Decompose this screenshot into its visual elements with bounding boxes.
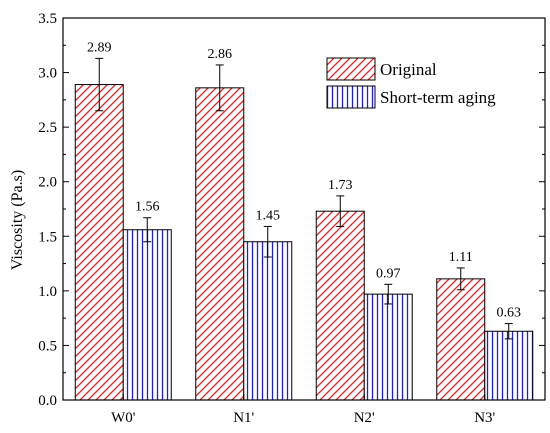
data-label-short-term-aging-0: 1.56 bbox=[135, 200, 160, 215]
legend-swatch-original bbox=[326, 57, 376, 81]
y-tick-label-7: 3.5 bbox=[38, 11, 57, 27]
x-tick-label-2: N2' bbox=[354, 410, 375, 426]
data-label-original-3: 1.11 bbox=[449, 250, 473, 265]
data-label-short-term-aging-1: 1.45 bbox=[256, 208, 281, 223]
legend-label-original: Original bbox=[380, 60, 437, 79]
y-tick-label-4: 2.0 bbox=[38, 175, 57, 191]
data-label-original-0: 2.89 bbox=[87, 40, 112, 55]
data-label-original-1: 2.86 bbox=[208, 47, 233, 62]
bar-short-term-aging-2 bbox=[363, 293, 413, 401]
bar-short-term-aging-3 bbox=[484, 330, 534, 401]
bar-original-1 bbox=[195, 87, 245, 401]
bar-short-term-aging-0 bbox=[122, 229, 172, 401]
data-label-original-2: 1.73 bbox=[328, 178, 353, 193]
legend: Original Short-term aging bbox=[326, 57, 496, 109]
bar-short-term-aging-1 bbox=[243, 241, 293, 401]
y-tick-label-2: 1.0 bbox=[38, 284, 57, 300]
bar-original-2 bbox=[315, 210, 365, 401]
x-tick-label-0: W0' bbox=[111, 410, 136, 426]
y-tick-label-5: 2.5 bbox=[38, 120, 57, 136]
bar-original-3 bbox=[436, 278, 486, 401]
x-tick-label-3: N3' bbox=[474, 410, 495, 426]
y-axis-title: Viscosity (Pa.s) bbox=[9, 170, 26, 270]
axes-layer: W0' N1' N2' N3' 0.0 0.5 1.0 1.5 2.0 2.5 3.0 3.5 bbox=[38, 11, 546, 426]
x-tick-label-1: N1' bbox=[233, 410, 254, 426]
legend-swatch-short-term-aging bbox=[326, 85, 376, 109]
y-tick-label-0: 0.0 bbox=[38, 393, 57, 409]
y-tick-label-6: 3.0 bbox=[38, 66, 57, 82]
y-tick-label-3: 1.5 bbox=[38, 229, 57, 245]
bar-original-0 bbox=[74, 84, 124, 401]
data-label-short-term-aging-2: 0.97 bbox=[376, 266, 401, 281]
bars-layer: 2.89 1.56 2.86 1.45 1.73 0.97 1.11 0.63 bbox=[74, 40, 534, 401]
legend-label-short-term-aging: Short-term aging bbox=[380, 88, 496, 107]
y-tick-label-1: 0.5 bbox=[38, 338, 57, 354]
data-label-short-term-aging-3: 0.63 bbox=[497, 306, 522, 321]
